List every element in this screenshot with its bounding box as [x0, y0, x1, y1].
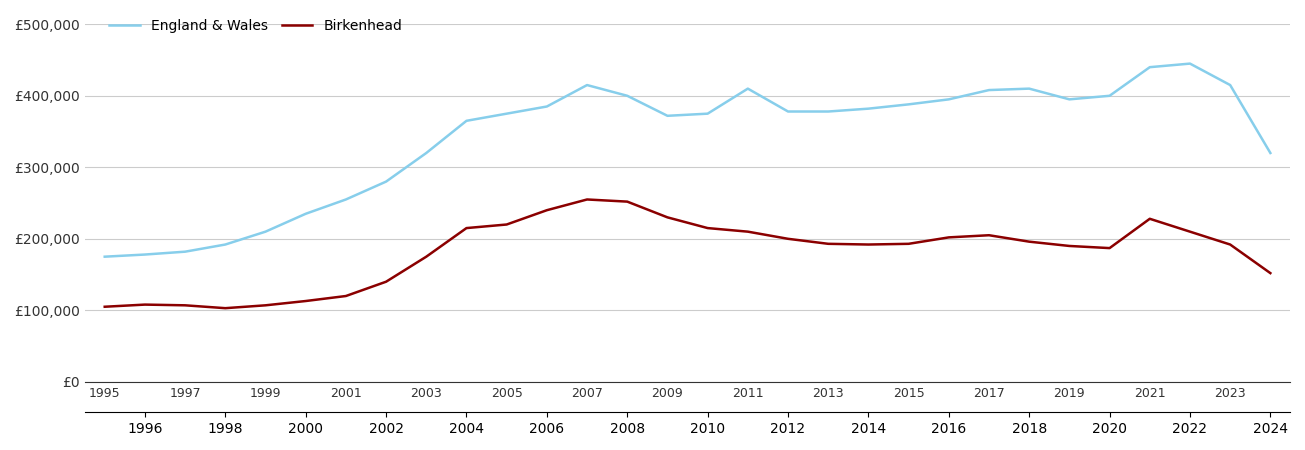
Birkenhead	[218, 306, 234, 311]
Birkenhead	[620, 199, 636, 204]
Birkenhead	[821, 241, 837, 247]
England & Wales	[1101, 93, 1117, 99]
Birkenhead	[981, 233, 997, 238]
Birkenhead	[1022, 239, 1037, 244]
Line: England & Wales: England & Wales	[104, 63, 1270, 256]
Birkenhead	[780, 236, 796, 242]
England & Wales	[338, 197, 354, 202]
Birkenhead	[298, 298, 313, 304]
England & Wales	[257, 229, 273, 234]
England & Wales	[419, 150, 435, 156]
Legend: England & Wales, Birkenhead: England & Wales, Birkenhead	[103, 14, 408, 38]
Birkenhead	[378, 279, 394, 284]
Birkenhead	[659, 215, 675, 220]
England & Wales	[620, 93, 636, 99]
Birkenhead	[499, 222, 514, 227]
England & Wales	[499, 111, 514, 117]
Birkenhead	[1262, 270, 1278, 276]
England & Wales	[97, 254, 112, 259]
England & Wales	[1022, 86, 1037, 91]
Birkenhead	[177, 302, 193, 308]
England & Wales	[1182, 61, 1198, 66]
Birkenhead	[1182, 229, 1198, 234]
Birkenhead	[97, 304, 112, 310]
Birkenhead	[900, 241, 916, 247]
England & Wales	[780, 109, 796, 114]
Birkenhead	[539, 207, 555, 213]
England & Wales	[539, 104, 555, 109]
Birkenhead	[1223, 242, 1238, 247]
Line: Birkenhead: Birkenhead	[104, 199, 1270, 308]
England & Wales	[981, 87, 997, 93]
England & Wales	[699, 111, 715, 117]
England & Wales	[579, 82, 595, 88]
Birkenhead	[257, 302, 273, 308]
Birkenhead	[579, 197, 595, 202]
England & Wales	[659, 113, 675, 118]
England & Wales	[218, 242, 234, 247]
England & Wales	[298, 211, 313, 216]
England & Wales	[1142, 64, 1158, 70]
England & Wales	[1262, 150, 1278, 156]
England & Wales	[1223, 82, 1238, 88]
Birkenhead	[338, 293, 354, 299]
England & Wales	[177, 249, 193, 254]
Birkenhead	[419, 254, 435, 259]
England & Wales	[821, 109, 837, 114]
Birkenhead	[941, 235, 957, 240]
England & Wales	[137, 252, 153, 257]
England & Wales	[941, 97, 957, 102]
Birkenhead	[1061, 243, 1077, 249]
England & Wales	[860, 106, 876, 111]
England & Wales	[900, 102, 916, 107]
Birkenhead	[458, 225, 474, 231]
Birkenhead	[1142, 216, 1158, 221]
Birkenhead	[860, 242, 876, 247]
Birkenhead	[137, 302, 153, 307]
England & Wales	[740, 86, 756, 91]
England & Wales	[1061, 97, 1077, 102]
England & Wales	[458, 118, 474, 123]
Birkenhead	[1101, 245, 1117, 251]
England & Wales	[378, 179, 394, 184]
Birkenhead	[740, 229, 756, 234]
Birkenhead	[699, 225, 715, 231]
